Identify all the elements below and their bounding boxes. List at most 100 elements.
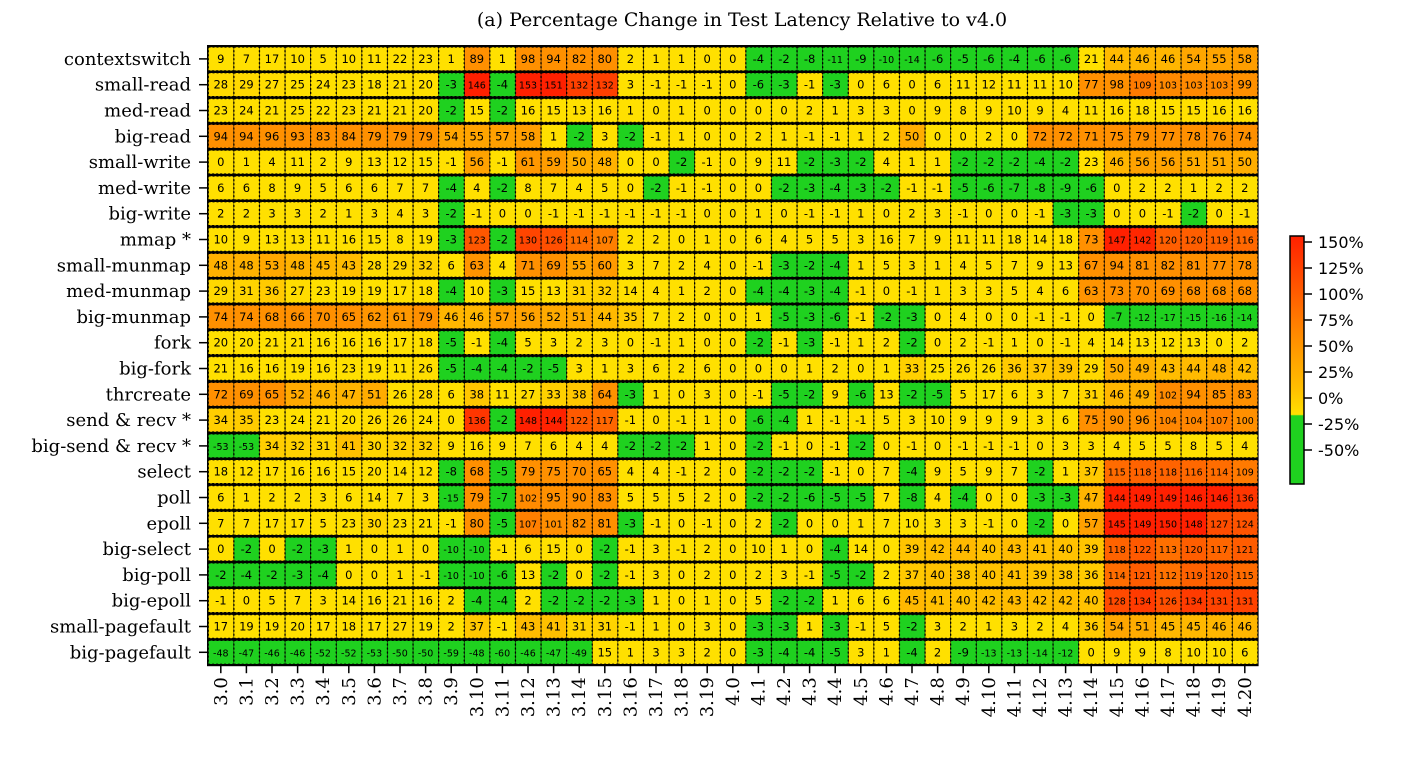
cell-value-label: 145 <box>1108 519 1126 530</box>
cell-value-label: 131 <box>1210 597 1228 608</box>
cell-value-label: 9 <box>499 439 506 453</box>
cell-value-label: 2 <box>704 568 711 582</box>
cell-value-label: 128 <box>1108 597 1126 608</box>
heatmap-cell <box>873 614 900 639</box>
heatmap-cell <box>464 588 491 613</box>
cell-value-label: 0 <box>806 516 813 530</box>
heatmap-cell <box>924 459 951 484</box>
cell-value-label: -2 <box>881 181 892 195</box>
heatmap-cell <box>1232 98 1259 123</box>
heatmap-cell <box>1078 382 1105 407</box>
heatmap-cell <box>976 201 1003 226</box>
colorbar-tick-label: -25% <box>1318 415 1359 434</box>
cell-value-label: 1 <box>832 594 839 608</box>
heatmap-cell <box>438 201 465 226</box>
cell-value-label: 4 <box>934 491 941 505</box>
heatmap-cell <box>1078 253 1105 278</box>
cell-value-label: -1 <box>650 336 661 350</box>
heatmap-cell <box>1232 201 1259 226</box>
heatmap-cell <box>259 304 286 330</box>
cell-value-label: 131 <box>1236 597 1254 608</box>
cell-value-label: -1 <box>676 78 687 92</box>
colorbar-gradient <box>1289 235 1305 485</box>
cell-value-label: -4 <box>753 284 764 298</box>
cell-value-label: 45 <box>1161 620 1176 634</box>
cell-value-label: 9 <box>755 155 762 169</box>
heatmap-cell <box>1104 124 1131 149</box>
heatmap-cell <box>1129 304 1156 330</box>
cell-value-label: 28 <box>418 387 433 401</box>
heatmap-cell <box>233 330 260 355</box>
heatmap-cell <box>771 124 798 149</box>
cell-value-label: 4 <box>268 155 275 169</box>
heatmap-cell <box>848 511 875 536</box>
heatmap-cell <box>464 614 491 639</box>
cell-value-label: 1 <box>857 129 864 143</box>
cell-value-label: 0 <box>652 155 659 169</box>
heatmap-cell <box>336 46 363 72</box>
cell-value-label: 6 <box>448 258 455 272</box>
heatmap-cell <box>1129 175 1156 200</box>
heatmap-cell <box>668 485 695 510</box>
cell-value-label: 43 <box>341 258 356 272</box>
heatmap-cell <box>720 278 747 304</box>
cell-value-label: -3 <box>753 620 764 634</box>
cell-value-label: 73 <box>1084 233 1099 247</box>
heatmap-cell <box>259 98 286 123</box>
heatmap-cell <box>822 640 849 665</box>
cell-value-label: 103 <box>1210 81 1228 92</box>
heatmap-cell <box>336 72 363 97</box>
cell-value-label: 149 <box>1133 519 1151 530</box>
heatmap-cell <box>1129 433 1156 459</box>
heatmap-cell <box>540 640 567 665</box>
cell-value-label: 63 <box>1084 284 1099 298</box>
heatmap-cell <box>976 485 1003 510</box>
cell-value-label: 3 <box>652 645 659 659</box>
cell-value-label: -3 <box>292 568 303 582</box>
heatmap-cell <box>1104 72 1131 97</box>
heatmap-cell <box>1104 330 1131 355</box>
heatmap-cell <box>489 356 516 381</box>
cell-value-label: -5 <box>445 336 456 350</box>
cell-value-label: 0 <box>678 594 685 608</box>
heatmap-cell <box>464 356 491 381</box>
heatmap-cell <box>592 459 619 484</box>
cell-value-label: -1 <box>855 620 866 634</box>
cell-value-label: 136 <box>1236 494 1254 505</box>
row-label: big-pagefault <box>70 642 192 663</box>
heatmap-cell <box>1129 382 1156 407</box>
cell-value-label: 48 <box>290 258 305 272</box>
heatmap-cell <box>259 253 286 278</box>
heatmap-cell <box>540 201 567 226</box>
cell-value-label: 0 <box>704 207 711 221</box>
heatmap-cell <box>720 537 747 562</box>
heatmap-cell <box>745 46 772 72</box>
heatmap-cell <box>720 253 747 278</box>
heatmap-cell <box>464 149 491 175</box>
cell-value-label: 46 <box>1109 387 1124 401</box>
heatmap-cell <box>694 72 721 97</box>
cell-value-label: 56 <box>1135 155 1150 169</box>
cell-value-label: 0 <box>1088 310 1095 324</box>
cell-value-label: 10 <box>290 52 305 66</box>
cell-value-label: -4 <box>471 594 482 608</box>
cell-value-label: 3 <box>320 491 327 505</box>
row-labels: contextswitchsmall-readmed-readbig-reads… <box>31 49 208 663</box>
cell-value-label: 1 <box>396 542 403 556</box>
cell-value-label: 0 <box>678 620 685 634</box>
cell-value-label: 0 <box>729 104 736 118</box>
cell-value-label: 10 <box>905 516 920 530</box>
heatmap-cell <box>1155 149 1182 175</box>
heatmap-cell <box>438 124 465 149</box>
cell-value-label: 0 <box>729 362 736 376</box>
cell-value-label: 100 <box>1236 416 1254 427</box>
cell-value-label: 0 <box>985 207 992 221</box>
cell-value-label: 39 <box>1033 568 1048 582</box>
cell-value-label: -50 <box>418 648 434 659</box>
column-label: 3.14 <box>569 677 590 717</box>
heatmap-cell <box>284 330 311 355</box>
heatmap-cell <box>796 614 823 639</box>
heatmap-cell <box>796 278 823 304</box>
heatmap-cell <box>694 124 721 149</box>
heatmap-cell <box>745 562 772 588</box>
